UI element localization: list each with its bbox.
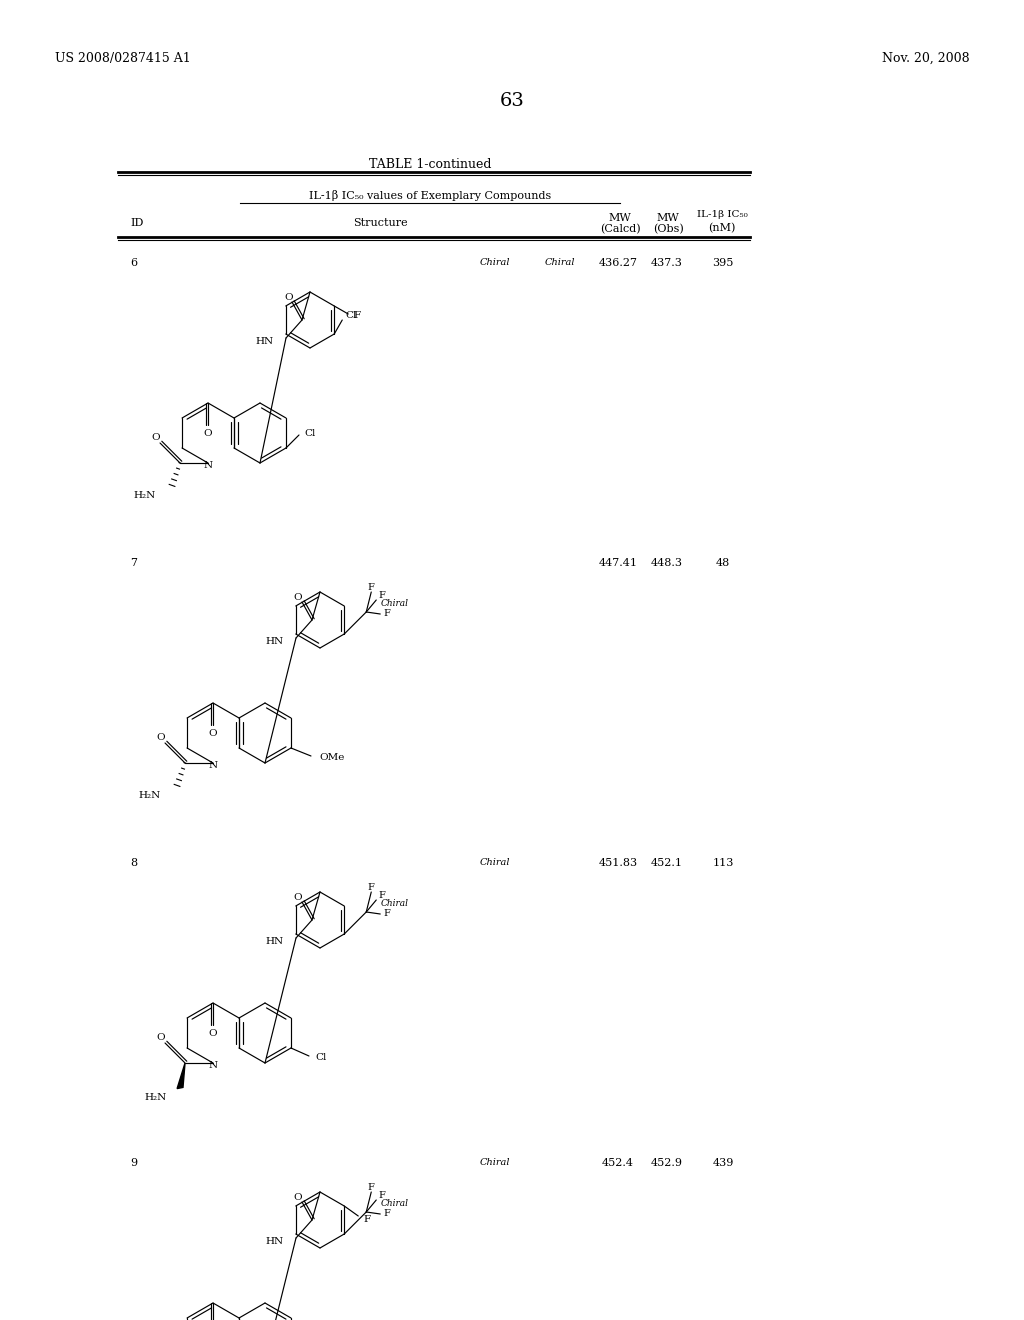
Text: H₂N: H₂N	[144, 1093, 167, 1102]
Text: (Obs): (Obs)	[652, 224, 683, 235]
Text: 452.1: 452.1	[651, 858, 683, 869]
Text: 452.9: 452.9	[651, 1158, 683, 1168]
Text: HN: HN	[266, 636, 284, 645]
Text: HN: HN	[266, 1237, 284, 1246]
Text: MW: MW	[656, 213, 679, 223]
Text: O: O	[157, 1034, 165, 1043]
Text: 9: 9	[130, 1158, 137, 1168]
Text: Nov. 20, 2008: Nov. 20, 2008	[883, 51, 970, 65]
Text: IL-1β IC₅₀ values of Exemplary Compounds: IL-1β IC₅₀ values of Exemplary Compounds	[309, 190, 551, 201]
Text: F: F	[368, 582, 375, 591]
Text: 7: 7	[130, 558, 137, 568]
Text: ID: ID	[130, 218, 143, 228]
Text: 451.83: 451.83	[598, 858, 638, 869]
Text: F: F	[353, 310, 360, 319]
Text: H₂N: H₂N	[139, 792, 161, 800]
Text: Chiral: Chiral	[380, 1200, 409, 1209]
Text: Chiral: Chiral	[545, 257, 575, 267]
Text: F: F	[383, 610, 390, 619]
Text: 439: 439	[713, 1158, 733, 1168]
Text: 437.3: 437.3	[651, 257, 683, 268]
Text: 395: 395	[713, 257, 733, 268]
Text: HN: HN	[266, 936, 284, 945]
Text: O: O	[285, 293, 293, 301]
Text: Chiral: Chiral	[380, 899, 409, 908]
Text: IL-1β IC₅₀: IL-1β IC₅₀	[696, 210, 748, 219]
Text: O: O	[209, 1028, 217, 1038]
Text: Structure: Structure	[352, 218, 408, 228]
Text: O: O	[204, 429, 212, 437]
Text: Cl: Cl	[304, 429, 315, 437]
Text: HN: HN	[256, 337, 274, 346]
Text: Chiral: Chiral	[480, 858, 511, 867]
Text: 63: 63	[500, 92, 524, 110]
Text: F: F	[378, 591, 385, 601]
Text: N: N	[209, 1060, 218, 1069]
Text: 48: 48	[716, 558, 730, 568]
Text: Chiral: Chiral	[480, 1158, 511, 1167]
Text: F: F	[383, 909, 390, 919]
Polygon shape	[177, 1063, 185, 1089]
Text: OMe: OMe	[319, 752, 344, 762]
Text: TABLE 1-continued: TABLE 1-continued	[369, 158, 492, 172]
Text: Cl: Cl	[345, 312, 356, 321]
Text: O: O	[294, 894, 302, 903]
Text: US 2008/0287415 A1: US 2008/0287415 A1	[55, 51, 190, 65]
Text: O: O	[294, 594, 302, 602]
Text: (Calcd): (Calcd)	[600, 224, 640, 235]
Text: 113: 113	[713, 858, 733, 869]
Text: O: O	[157, 734, 165, 742]
Text: Chiral: Chiral	[380, 599, 409, 609]
Text: (nM): (nM)	[709, 223, 735, 234]
Text: Chiral: Chiral	[480, 257, 511, 267]
Text: F: F	[364, 1214, 371, 1224]
Text: MW: MW	[608, 213, 632, 223]
Text: 436.27: 436.27	[598, 257, 638, 268]
Text: O: O	[152, 433, 161, 442]
Text: O: O	[294, 1193, 302, 1203]
Text: 448.3: 448.3	[651, 558, 683, 568]
Text: 6: 6	[130, 257, 137, 268]
Text: F: F	[378, 891, 385, 900]
Text: O: O	[209, 729, 217, 738]
Text: 8: 8	[130, 858, 137, 869]
Text: 447.41: 447.41	[598, 558, 638, 568]
Text: F: F	[368, 1183, 375, 1192]
Text: Cl: Cl	[315, 1052, 327, 1061]
Text: F: F	[383, 1209, 390, 1218]
Text: H₂N: H₂N	[134, 491, 156, 500]
Text: F: F	[378, 1192, 385, 1200]
Text: F: F	[368, 883, 375, 891]
Text: 452.4: 452.4	[602, 1158, 634, 1168]
Text: N: N	[209, 760, 218, 770]
Text: N: N	[204, 461, 213, 470]
